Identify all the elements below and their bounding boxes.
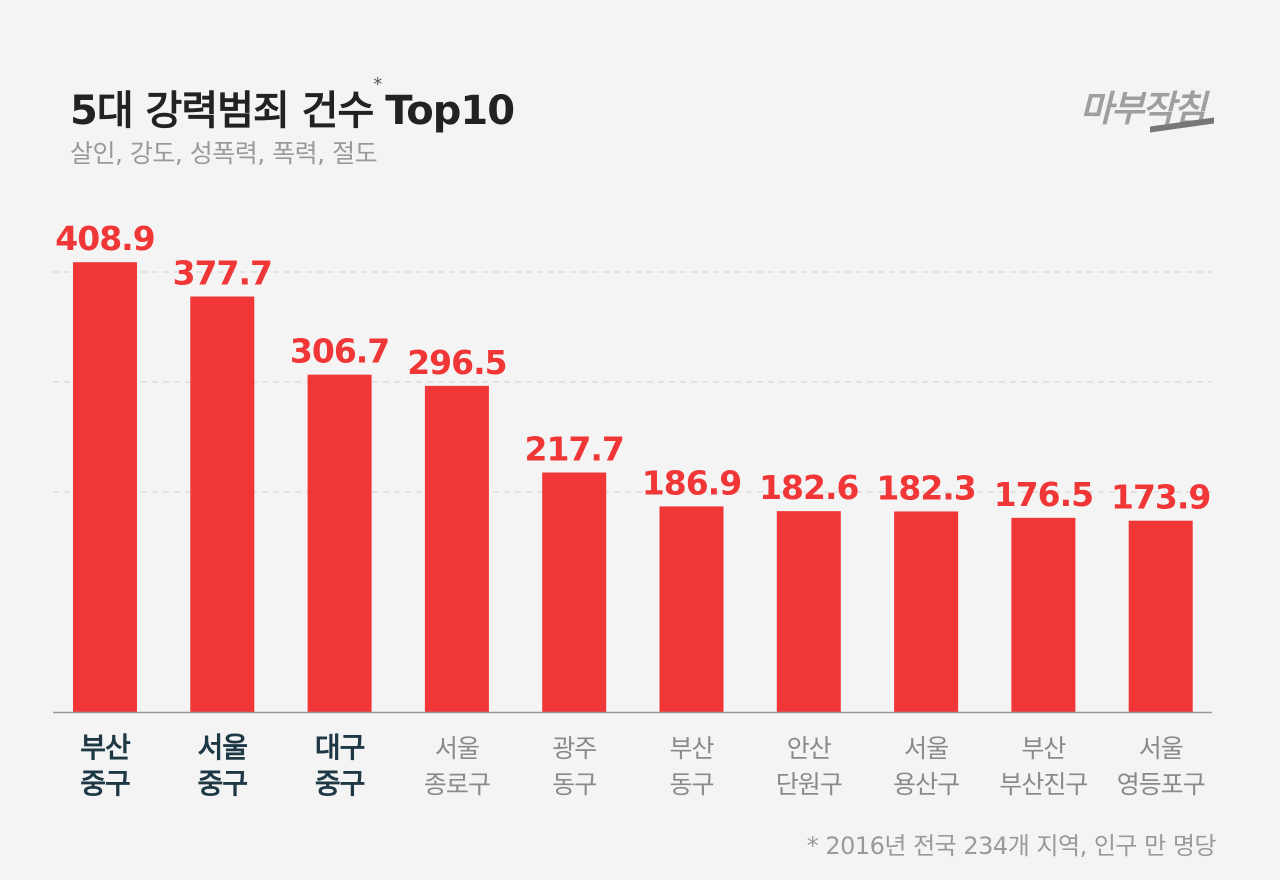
bar (542, 472, 607, 712)
category-label: 중구 (198, 767, 248, 800)
category-label: 부산 (669, 734, 714, 763)
value-label: 186.9 (642, 463, 741, 502)
bar (73, 262, 137, 712)
value-label: 182.6 (759, 468, 858, 507)
bar (894, 511, 959, 712)
category-label: 중구 (80, 767, 130, 800)
bar (1011, 517, 1076, 712)
category-label: 단원구 (776, 770, 842, 799)
title-footnote-mark: * (373, 74, 382, 95)
category-label: 부산진구 (999, 770, 1087, 799)
value-label: 173.9 (1111, 478, 1210, 517)
category-label: 대구 (315, 731, 365, 764)
category-label: 서울 (904, 734, 948, 763)
bar (1128, 520, 1193, 712)
category-label: 영등포구 (1117, 770, 1205, 799)
category-label: 부산 (80, 731, 131, 764)
category-label: 부산 (1021, 734, 1066, 763)
bar (776, 511, 841, 712)
value-label: 182.3 (876, 468, 975, 507)
category-label: 서울 (198, 731, 248, 764)
title-suffix: Top10 (385, 88, 515, 134)
category-label: 중구 (315, 767, 365, 800)
category-label: 안산 (787, 734, 832, 763)
value-label: 377.7 (173, 254, 272, 293)
chart-subtitle: 살인, 강도, 성폭력, 폭력, 절도 (70, 139, 378, 168)
value-label: 217.7 (525, 430, 624, 469)
value-label: 296.5 (407, 343, 506, 382)
category-label: 광주 (552, 734, 596, 763)
category-label: 서울 (1139, 734, 1183, 763)
bar (659, 506, 724, 712)
chart-title: 5대 강력범죄 건수*Top10 (70, 74, 515, 136)
category-label: 동구 (552, 770, 596, 799)
brand-logo: 마부작침 (1080, 89, 1206, 130)
category-label: 동구 (669, 770, 713, 799)
category-label: 서울 (435, 734, 479, 763)
bar (424, 385, 489, 712)
value-label: 306.7 (290, 332, 389, 371)
title-text: 5대 강력범죄 건수 (70, 88, 374, 134)
bar (307, 374, 372, 712)
bar (190, 296, 255, 712)
category-label: 종로구 (424, 770, 490, 799)
category-label: 용산구 (893, 770, 959, 799)
footnote: * 2016년 전국 234개 지역, 인구 만 명당 (806, 832, 1217, 860)
value-label: 408.9 (55, 219, 154, 258)
value-label: 176.5 (994, 475, 1093, 514)
